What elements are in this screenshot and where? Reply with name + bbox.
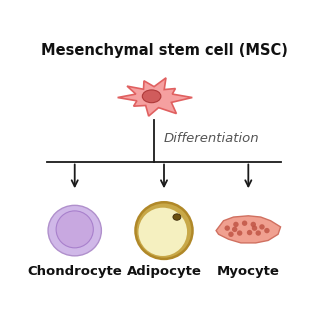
Circle shape <box>228 232 234 237</box>
Ellipse shape <box>48 205 101 256</box>
Circle shape <box>255 230 261 236</box>
Circle shape <box>251 222 256 227</box>
Circle shape <box>56 211 93 248</box>
Circle shape <box>242 220 247 226</box>
Circle shape <box>135 202 193 259</box>
Text: Mesenchymal stem cell (MSC): Mesenchymal stem cell (MSC) <box>41 43 287 58</box>
Ellipse shape <box>142 90 161 103</box>
Polygon shape <box>216 216 281 243</box>
Circle shape <box>232 227 237 232</box>
Circle shape <box>252 225 257 231</box>
Text: Myocyte: Myocyte <box>217 265 280 278</box>
Circle shape <box>264 228 270 233</box>
Circle shape <box>225 225 230 231</box>
Polygon shape <box>118 78 192 116</box>
Text: Chondrocyte: Chondrocyte <box>27 265 122 278</box>
Ellipse shape <box>173 214 181 220</box>
Circle shape <box>139 208 187 256</box>
Circle shape <box>233 222 239 227</box>
Text: Adipocyte: Adipocyte <box>127 265 201 278</box>
Circle shape <box>237 230 242 236</box>
Circle shape <box>247 230 252 235</box>
Text: Differentiation: Differentiation <box>164 132 260 145</box>
Circle shape <box>259 224 265 230</box>
